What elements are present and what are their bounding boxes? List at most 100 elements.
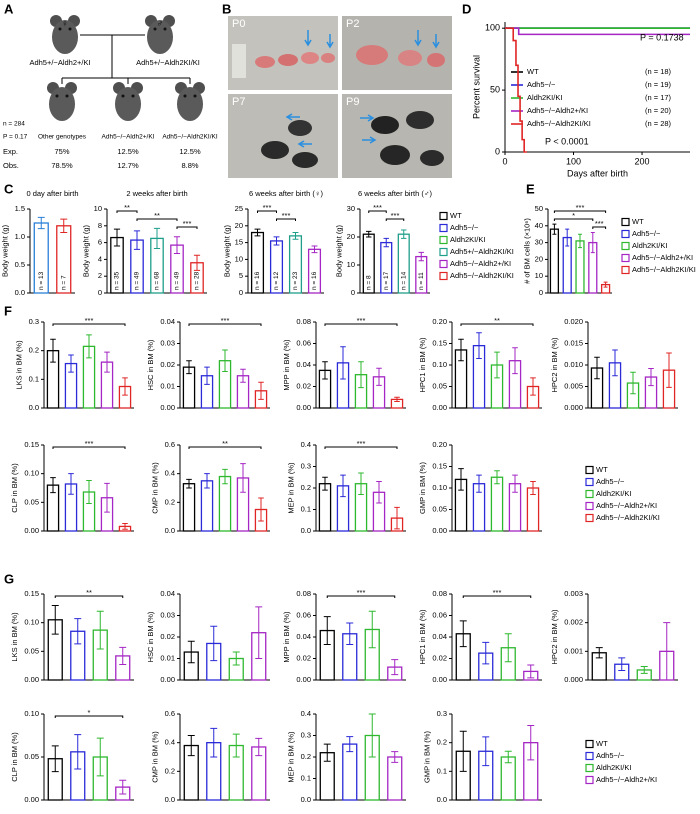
y-tick-label: 0.0 — [165, 795, 175, 804]
y-tick-label: 0.06 — [296, 610, 311, 619]
chart-title: 6 weeks after birth (♀) — [249, 189, 323, 198]
n-label: n = 68 — [154, 271, 161, 290]
survival-line — [505, 27, 527, 153]
error-bar — [322, 361, 328, 380]
error-bar — [383, 237, 389, 248]
y-tick-label: 0.00 — [432, 403, 447, 412]
y-tick-label: 0.4 — [165, 738, 175, 747]
error-bar — [258, 497, 264, 522]
error-bar — [512, 347, 518, 375]
error-bar — [210, 727, 218, 758]
legend-n: (n = 20) — [645, 106, 672, 115]
significance-label: *** — [85, 316, 94, 325]
y-axis-label: HPC2 in BM (%) — [550, 337, 559, 393]
legend-swatch — [585, 501, 594, 511]
bar — [318, 483, 332, 532]
y-tick-label: 0 — [239, 288, 243, 297]
error-bar — [74, 734, 82, 770]
legend-label: Aldh2KI/KI — [450, 235, 485, 244]
legend-swatch — [585, 751, 594, 761]
y-tick-label: 0.1 — [29, 374, 39, 383]
n-label: n = 17 — [383, 271, 390, 290]
error-bar — [240, 368, 246, 383]
y-tick-label: 0.00 — [160, 675, 175, 684]
error-bar — [50, 338, 56, 363]
legend-swatch — [439, 259, 448, 269]
legend-label: Aldh2KI/KI — [527, 93, 562, 102]
error-bar — [391, 751, 399, 763]
y-tick-label: 0.04 — [160, 589, 175, 598]
row-label: Obs. — [3, 161, 19, 170]
error-bar — [590, 232, 595, 254]
error-bar — [482, 736, 490, 767]
error-bar — [391, 659, 399, 676]
significance-label: *** — [85, 439, 94, 448]
y-tick-label: 20 — [235, 221, 243, 230]
error-bar — [527, 724, 535, 761]
significance-bracket — [52, 323, 126, 326]
significance-label: *** — [391, 211, 400, 220]
y-tick-label: 0.08 — [296, 589, 311, 598]
error-bar — [346, 736, 354, 753]
y-axis-label: # of BM cells (×10⁶) — [523, 218, 532, 284]
legend-label: Adh5−/− — [527, 80, 556, 89]
error-bar — [603, 281, 608, 288]
y-tick-label: 0.4 — [301, 709, 311, 718]
y-tick-label: 10 — [235, 254, 243, 263]
y-tick-label: 0.6 — [165, 709, 175, 718]
photo-label: P7 — [232, 96, 245, 108]
legend-swatch — [439, 247, 448, 257]
bar — [575, 240, 585, 294]
y-tick-label: 0.10 — [432, 483, 447, 492]
significance-bracket — [257, 210, 277, 213]
n-label: n = 8 — [365, 275, 372, 290]
y-tick-label: 0.15 — [24, 589, 39, 598]
n-label: n = 28 — [194, 271, 201, 290]
panel-label: F — [4, 303, 12, 318]
significance-bracket — [136, 218, 178, 221]
y-axis-label: MEP in BM (%) — [286, 462, 295, 514]
y-axis-label: Body weight (g) — [223, 224, 232, 277]
significance-label: ** — [154, 211, 160, 220]
significance-label: ** — [124, 203, 130, 212]
bar — [387, 756, 403, 801]
error-bar — [204, 366, 210, 385]
y-tick-label: 0.00 — [24, 526, 39, 535]
axes — [179, 714, 270, 801]
legend-label: Adh5−/−Aldh2+/KI — [596, 501, 657, 510]
y-tick-label: 10 — [347, 260, 355, 269]
error-bar — [648, 367, 654, 387]
error-bar — [173, 236, 181, 255]
significance-label: *** — [357, 588, 366, 597]
y-tick-label: 0.3 — [301, 730, 311, 739]
legend-label: Adh5+/−Aldh2KI/KI — [450, 247, 514, 256]
error-bar — [104, 351, 110, 373]
sex-symbol: ♂ — [157, 18, 164, 28]
error-bar — [122, 523, 128, 530]
n-label: n = 11 — [418, 272, 425, 290]
error-bar — [323, 743, 331, 762]
y-axis-label: CMP in BM (%) — [150, 731, 159, 783]
legend-label: Adh5−/−Aldh2+/KI — [450, 259, 511, 268]
error-bar — [358, 361, 364, 389]
error-bar — [86, 480, 92, 504]
error-bar — [401, 229, 407, 239]
error-bar — [666, 352, 672, 388]
significance-label: ** — [494, 316, 500, 325]
ratio: 8.8% — [181, 161, 198, 170]
legend-label: Adh5−/−Aldh2+/KI — [527, 106, 588, 115]
y-tick-label: 0.15 — [432, 338, 447, 347]
legend-label: WT — [527, 67, 539, 76]
significance-label: * — [572, 211, 575, 220]
error-bar — [504, 750, 512, 764]
y-tick-label: 0.06 — [296, 338, 311, 347]
significance-bracket — [54, 715, 124, 718]
y-tick-label: 0.2 — [165, 766, 175, 775]
p-value: P = 0.17 — [3, 134, 28, 141]
y-axis-label: LKS in BM (%) — [14, 340, 23, 390]
y-tick-label: 0.2 — [301, 752, 311, 761]
y-tick-label: 0.0 — [165, 526, 175, 535]
error-bar — [292, 232, 299, 240]
y-tick-label: 0.05 — [24, 646, 39, 655]
